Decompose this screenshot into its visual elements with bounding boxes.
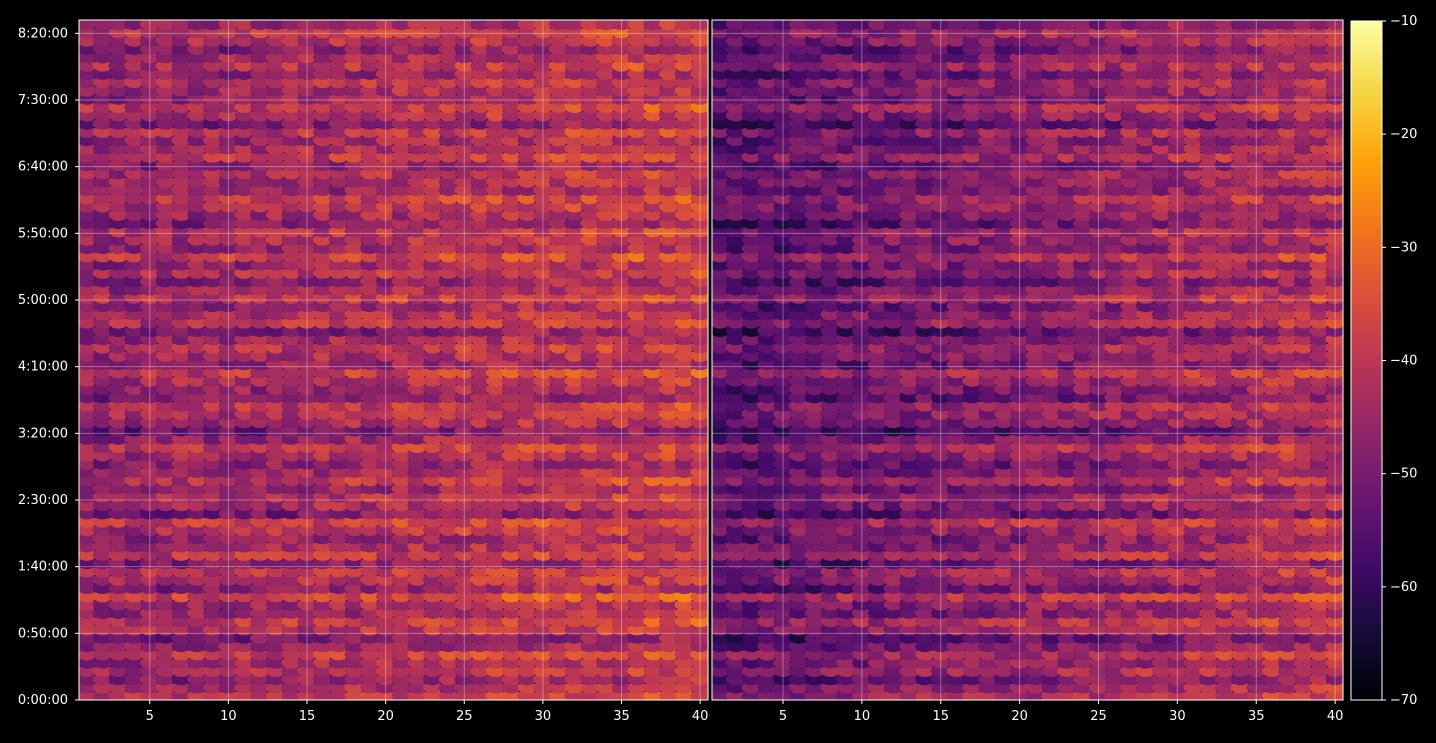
left-heatmap-panel [77,18,710,702]
right-heatmap-panel [710,18,1345,702]
